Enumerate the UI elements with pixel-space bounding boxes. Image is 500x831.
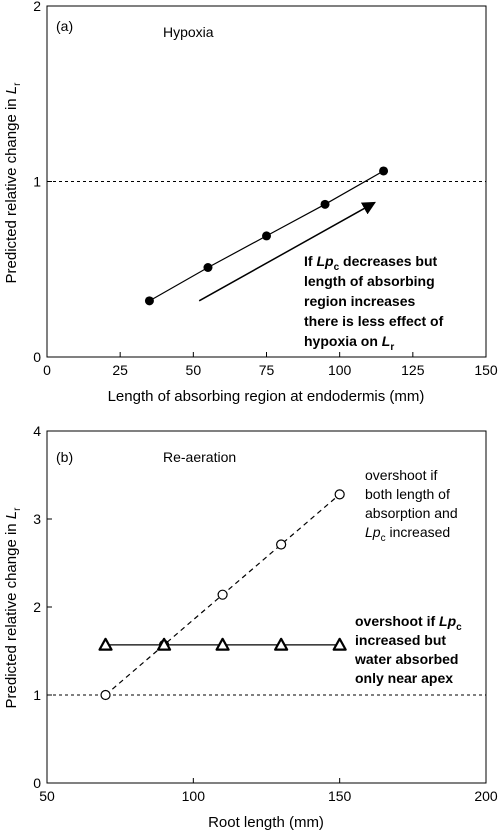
panel-b-annotation-2-line-2: increased but — [355, 632, 446, 648]
panel-b-annotation-1-line-3: absorption and — [365, 505, 458, 521]
panel-a-ticks: 0 25 50 75 100 125 150 0 1 2 — [33, 0, 498, 378]
panel-b-ticks: 50 100 150 200 0 1 2 3 4 — [33, 423, 498, 804]
data-point — [332, 637, 347, 651]
data-point — [203, 262, 213, 272]
data-point — [379, 166, 389, 176]
panel-b-annotation-1-line-1: overshoot if — [365, 467, 437, 483]
panel-b-annotation-2: overshoot if Lpc increased but water abs… — [354, 613, 462, 686]
panel-b-annotation-1-line-4: Lpc increased — [365, 524, 450, 544]
panel-a-annotation: If Lpc decreases but length of absorbing… — [304, 253, 444, 353]
data-point — [320, 199, 330, 209]
y-tick-label: 1 — [33, 174, 41, 190]
y-tick-label: 1 — [33, 687, 41, 703]
panel-b-annotation-2-line-1: overshoot if Lpc — [355, 613, 462, 633]
x-tick-label: 75 — [259, 362, 275, 378]
data-point — [100, 689, 111, 701]
y-tick-label: 3 — [33, 511, 41, 527]
x-tick-label: 25 — [112, 362, 128, 378]
panel-b-x-axis-title: Root length (mm) — [208, 814, 324, 831]
data-point — [144, 296, 154, 306]
data-point — [217, 589, 228, 600]
panel-b-y-axis-title: Predicted relative change in Lr — [3, 507, 23, 709]
panel-b: 50 100 150 200 0 1 2 3 4 (b) Re-aeration Root le… — [3, 423, 498, 831]
panel-a-y-axis-title: Predicted relative change in Lr — [3, 82, 23, 284]
y-tick-label: 4 — [33, 423, 41, 439]
y-tick-label: 2 — [33, 0, 41, 14]
x-tick-label: 200 — [474, 788, 498, 804]
panel-b-annotation-2-line-4: only near apex — [355, 670, 453, 686]
panel-a-x-axis-title: Length of absorbing region at endodermis… — [108, 388, 425, 405]
panel-a-title: Hypoxia — [163, 24, 214, 40]
panel-a: 0 25 50 75 100 125 150 0 1 2 (a) Hypoxia Length o… — [3, 0, 498, 405]
panel-a-arrow — [198, 201, 376, 302]
panel-a-label: (a) — [56, 18, 73, 34]
y-tick-label: 2 — [33, 599, 41, 615]
data-point — [215, 637, 230, 651]
panel-a-annotation-line-1: If Lpc decreases but — [304, 253, 438, 273]
panel-b-annotation-1: overshoot if both length of absorption a… — [365, 467, 458, 544]
y-tick-label: 0 — [33, 349, 41, 365]
panel-b-points — [98, 489, 347, 701]
x-tick-label: 50 — [186, 362, 202, 378]
panel-a-annotation-line-4: there is less effect of — [304, 313, 444, 329]
x-tick-label: 50 — [39, 788, 55, 804]
panel-a-points — [144, 166, 389, 306]
panel-b-title: Re-aeration — [163, 449, 236, 465]
data-point — [98, 637, 113, 651]
data-point — [262, 231, 271, 241]
x-tick-label: 150 — [474, 362, 498, 378]
trend-arrow — [198, 201, 376, 302]
panel-b-label: (b) — [56, 449, 73, 465]
data-point — [274, 637, 289, 651]
x-tick-label: 100 — [182, 788, 206, 804]
panel-a-annotation-line-5: hypoxia on Lr — [304, 333, 394, 353]
panel-b-annotation-1-line-2: both length of — [365, 486, 450, 502]
y-tick-label: 0 — [33, 775, 41, 791]
panel-b-annotation-2-line-3: water absorbed — [354, 651, 458, 667]
data-point — [156, 637, 172, 651]
panel-a-annotation-line-3: region increases — [304, 293, 415, 309]
x-tick-label: 150 — [328, 788, 352, 804]
data-point — [334, 489, 345, 500]
panel-a-annotation-line-2: length of absorbing — [304, 273, 435, 289]
x-tick-label: 100 — [328, 362, 352, 378]
x-tick-label: 125 — [401, 362, 425, 378]
data-point — [276, 539, 287, 550]
panel-b-axes-box — [46, 430, 487, 784]
x-tick-label: 0 — [43, 362, 51, 378]
panel-b-plot-frame — [46, 430, 487, 784]
